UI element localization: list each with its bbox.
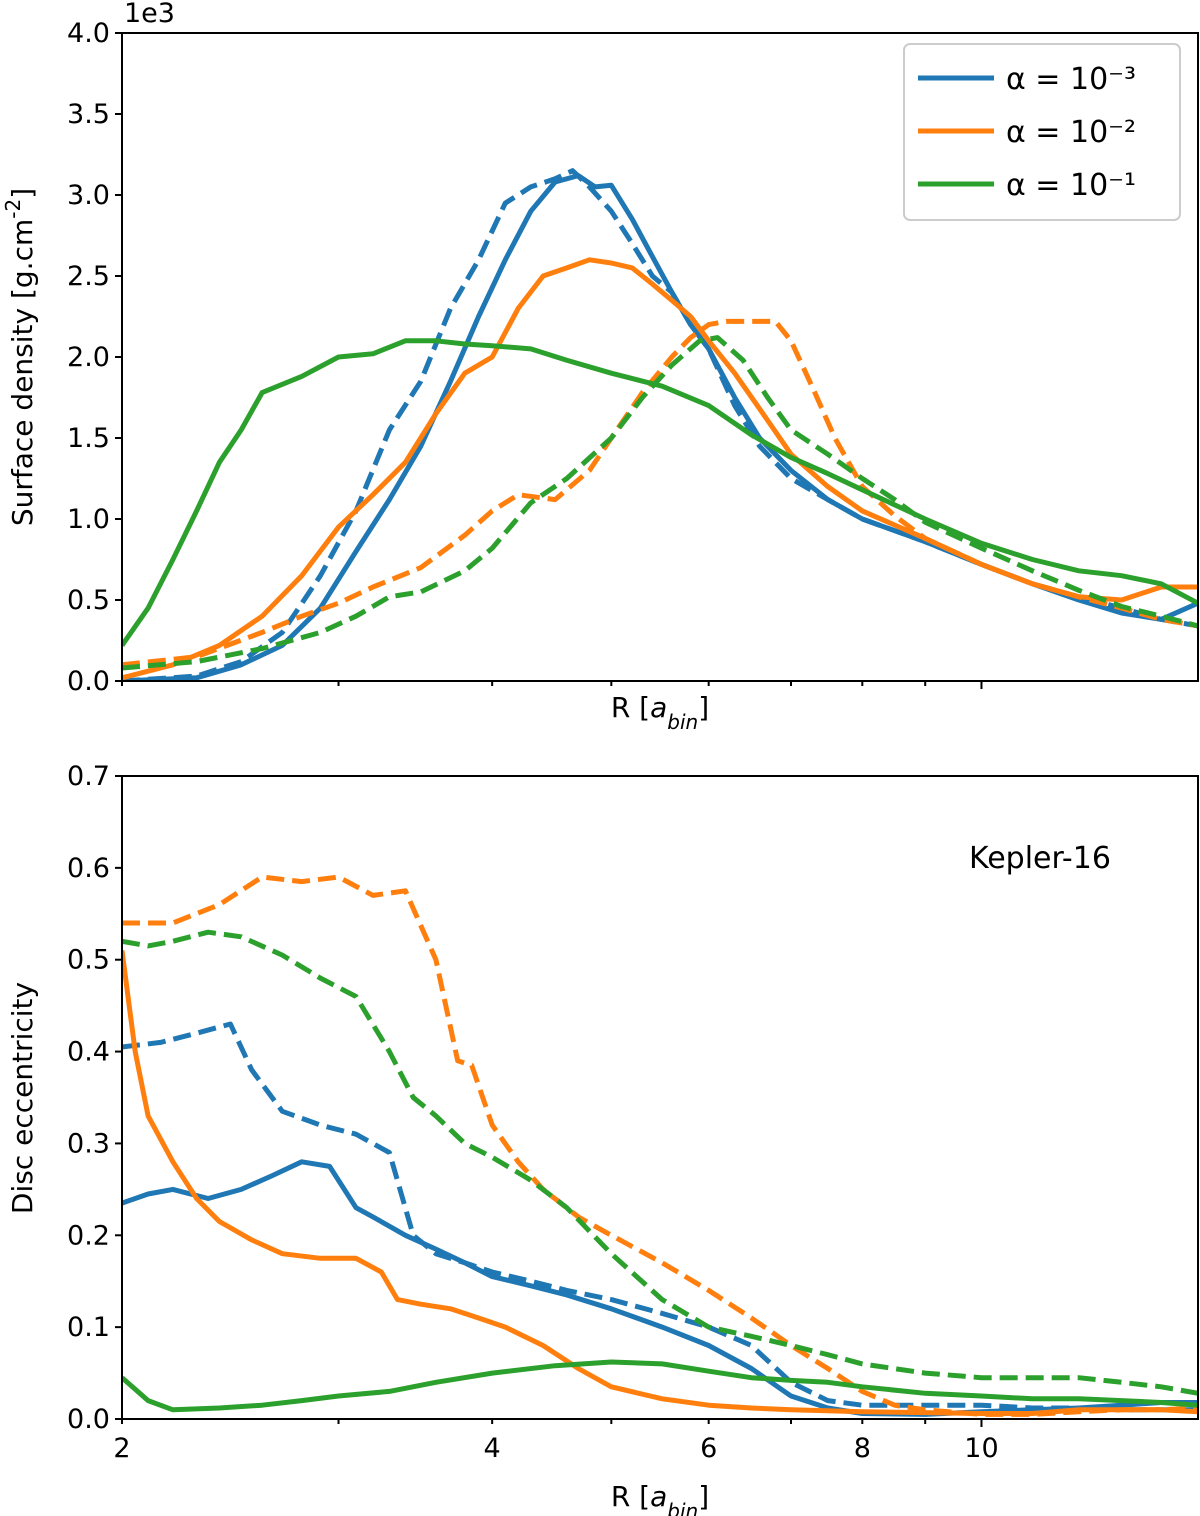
surface-density-y-tick-label: 2.0 <box>67 342 110 373</box>
eccentricity-x-tick-label: 8 <box>854 1433 871 1464</box>
surface-density-y-tick-label: 3.5 <box>67 99 110 130</box>
surface-density-x-ticks <box>121 681 983 689</box>
surface-density-panel: 0.0 0.5 1.0 1.5 2.0 2.5 3.0 3.5 4.0 1e3 Surface … <box>1 0 1199 734</box>
surface-density-y-tick-label: 1.5 <box>67 423 110 454</box>
eccentricity-x-ticks: 2 4 6 8 10 <box>113 1419 999 1464</box>
eccentricity-series-2-solid <box>122 950 1198 1416</box>
eccentricity-x-tick-label: 6 <box>700 1433 717 1464</box>
eccentricity-series-4-dashed <box>122 929 1198 1396</box>
eccentricity-axes-frame <box>121 775 1199 1420</box>
surface-density-series <box>122 168 1198 681</box>
surface-density-offset-text: 1e3 <box>124 0 175 29</box>
eccentricity-y-tick-label: 0.2 <box>67 1220 110 1251</box>
eccentricity-y-tick-label: 0.0 <box>67 1404 110 1435</box>
eccentricity-x-tick-label: 4 <box>484 1433 501 1464</box>
eccentricity-y-tick-label: 0.4 <box>67 1037 110 1068</box>
legend-label-0: α = 10⁻³ <box>1006 62 1136 97</box>
eccentricity-panel: 0.0 0.1 0.2 0.3 0.4 0.5 0.6 0.7 2 4 6 8 10 Disc ecc… <box>6 761 1199 1516</box>
legend-label-2: α = 10⁻¹ <box>1006 168 1136 203</box>
eccentricity-y-tick-label: 0.1 <box>67 1312 110 1343</box>
eccentricity-series <box>122 874 1198 1417</box>
surface-density-y-tick-label: 2.5 <box>67 261 110 292</box>
legend-label-1: α = 10⁻² <box>1006 115 1136 150</box>
surface-density-series-5-dashed <box>122 335 1198 671</box>
eccentricity-x-axis-label: R [abin] <box>611 1480 709 1516</box>
surface-density-y-tick-label: 0.0 <box>67 666 110 697</box>
surface-density-x-axis-label: R [abin] <box>611 691 709 734</box>
surface-density-series-2-solid <box>122 257 1198 681</box>
eccentricity-y-tick-label: 0.5 <box>67 945 110 976</box>
eccentricity-y-tick-label: 0.7 <box>67 761 110 792</box>
surface-density-y-tick-label: 0.5 <box>67 585 110 616</box>
surface-density-series-4-solid <box>122 338 1198 647</box>
eccentricity-x-tick-label: 2 <box>113 1433 130 1464</box>
kepler-16-annotation: Kepler-16 <box>969 841 1111 876</box>
legend-box <box>903 43 1181 221</box>
surface-density-y-axis-label: Surface density [g.cm-2] <box>1 188 39 526</box>
surface-density-y-ticks: 0.0 0.5 1.0 1.5 2.0 2.5 3.0 3.5 4.0 <box>67 18 122 697</box>
surface-density-series-3-dashed <box>122 318 1198 668</box>
eccentricity-series-1-dashed <box>122 1021 1198 1413</box>
surface-density-y-tick-label: 4.0 <box>67 18 110 49</box>
surface-density-y-tick-label: 1.0 <box>67 504 110 535</box>
eccentricity-y-tick-label: 0.6 <box>67 853 110 884</box>
eccentricity-y-axis-label: Disc eccentricity <box>6 982 39 1214</box>
surface-density-y-tick-label: 3.0 <box>67 180 110 211</box>
legend: α = 10⁻³ α = 10⁻² α = 10⁻¹ <box>903 43 1181 221</box>
eccentricity-y-ticks: 0.0 0.1 0.2 0.3 0.4 0.5 0.6 0.7 <box>67 761 122 1435</box>
eccentricity-series-5-solid <box>122 1359 1198 1413</box>
eccentricity-y-tick-label: 0.3 <box>67 1128 110 1159</box>
eccentricity-x-tick-label: 10 <box>964 1433 998 1464</box>
eccentricity-series-3-dashed <box>122 874 1198 1417</box>
